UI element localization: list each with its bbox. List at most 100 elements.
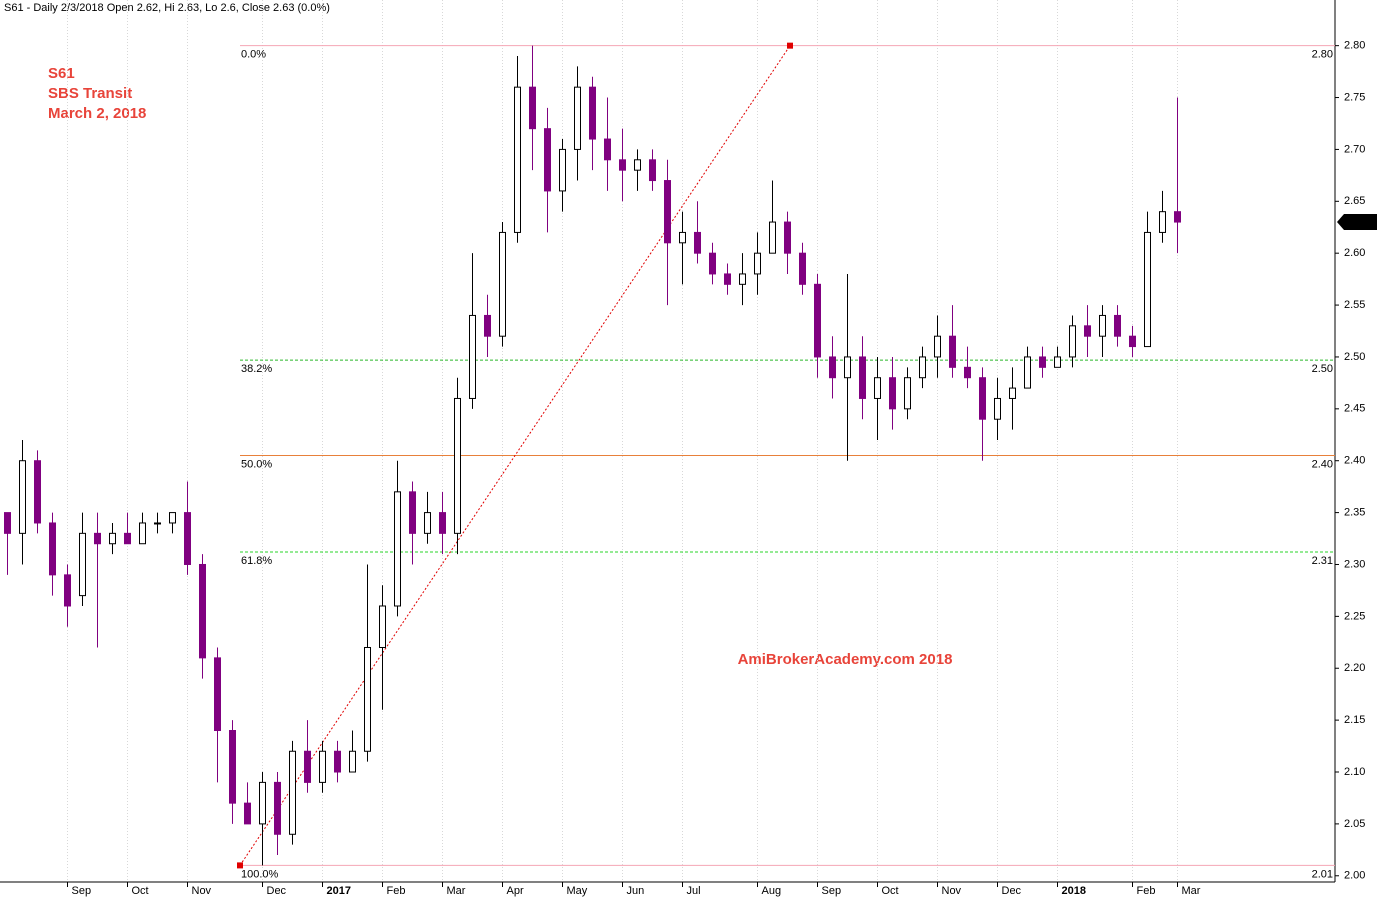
- candle-body: [994, 397, 1001, 420]
- candle-body: [244, 802, 251, 825]
- y-tick-label: 2.25: [1344, 610, 1365, 622]
- candle-body: [934, 335, 941, 358]
- fib-value-label: 2.01: [1312, 868, 1333, 880]
- candle-body: [49, 522, 56, 576]
- y-tick-label: 2.55: [1344, 299, 1365, 311]
- candle-body: [1159, 211, 1166, 233]
- trendline-point: [787, 42, 793, 49]
- x-tick-label: Dec: [267, 885, 287, 897]
- last-price-tag: [1337, 214, 1377, 231]
- candle-body: [574, 86, 581, 150]
- candle-body: [1174, 211, 1181, 223]
- candle-body: [919, 356, 926, 379]
- y-tick-label: 2.10: [1344, 766, 1365, 778]
- candle-body: [19, 460, 26, 534]
- fib-label: 0.0%: [241, 49, 266, 61]
- y-tick-label: 2.00: [1344, 870, 1365, 882]
- candle-body: [79, 532, 86, 597]
- candle-body: [379, 605, 386, 648]
- candle-body: [199, 563, 206, 659]
- x-tick-label: Nov: [192, 885, 212, 897]
- candle-body: [754, 252, 761, 275]
- chart-header: S61 - Daily 2/3/2018 Open 2.62, Hi 2.63,…: [4, 2, 330, 14]
- candle-body: [814, 283, 821, 358]
- x-tick-label: Sep: [72, 885, 92, 897]
- candle-body: [154, 522, 161, 525]
- x-tick-label: Oct: [132, 885, 149, 897]
- candle-body: [904, 377, 911, 410]
- candle-body: [124, 532, 131, 545]
- candle-body: [469, 314, 476, 399]
- candle-body: [4, 512, 11, 534]
- y-tick-label: 2.80: [1344, 40, 1365, 52]
- candle-body: [289, 750, 296, 835]
- candle-body: [1144, 231, 1151, 348]
- x-tick-label: Mar: [1182, 885, 1201, 897]
- candle-body: [364, 646, 371, 752]
- y-tick-label: 2.65: [1344, 195, 1365, 207]
- candle-body: [724, 273, 731, 285]
- x-tick-label: 2018: [1062, 885, 1086, 897]
- candle-body: [559, 148, 566, 192]
- last-price-label: 2.63: [1347, 216, 1368, 228]
- x-tick-label: Mar: [447, 885, 466, 897]
- candle-body: [799, 252, 806, 285]
- candle-body: [859, 356, 866, 399]
- trendline: [239, 45, 791, 866]
- candle-body: [139, 522, 146, 545]
- watermark: AmiBrokerAcademy.com 2018: [738, 651, 953, 668]
- note: S61: [48, 65, 75, 82]
- candle-body: [259, 781, 266, 825]
- x-tick-label: Jul: [687, 885, 701, 897]
- y-tick-label: 2.40: [1344, 455, 1365, 467]
- candle-body: [394, 491, 401, 607]
- candle-body: [1024, 356, 1031, 389]
- x-tick-label: Apr: [507, 885, 524, 897]
- candle-body: [589, 86, 596, 140]
- candle-body: [499, 231, 506, 337]
- trendline-point: [237, 862, 243, 869]
- x-tick-label: Feb: [1137, 885, 1156, 897]
- x-tick-label: Jun: [627, 885, 645, 897]
- candle-body: [319, 750, 326, 783]
- candle-body: [184, 512, 191, 565]
- fib-label: 38.2%: [241, 363, 272, 375]
- candle-body: [514, 86, 521, 233]
- candle-body: [169, 512, 176, 524]
- candle-body: [769, 221, 776, 254]
- note: SBS Transit: [48, 85, 132, 102]
- candle-body: [889, 377, 896, 410]
- candle-body: [679, 231, 686, 244]
- candle-body: [409, 491, 416, 534]
- candle-body: [349, 750, 356, 773]
- y-tick-label: 2.45: [1344, 403, 1365, 415]
- y-tick-label: 2.50: [1344, 351, 1365, 363]
- candle-body: [214, 657, 221, 732]
- candle-body: [604, 138, 611, 161]
- y-tick-label: 2.60: [1344, 247, 1365, 259]
- candle-body: [664, 180, 671, 244]
- fib-value-label: 2.40: [1312, 458, 1333, 470]
- candle-body: [709, 252, 716, 275]
- candle-body: [739, 273, 746, 285]
- candle-body: [439, 512, 446, 534]
- fib-label: 61.8%: [241, 555, 272, 567]
- candle-body: [94, 532, 101, 545]
- candle-body: [334, 750, 341, 773]
- candle-body: [874, 377, 881, 399]
- candle-body: [634, 159, 641, 171]
- y-tick-label: 2.30: [1344, 558, 1365, 570]
- candle-body: [64, 574, 71, 607]
- candle-body: [1114, 314, 1121, 337]
- candle-body: [1039, 356, 1046, 368]
- fib-label: 100.0%: [241, 868, 279, 880]
- candle-body: [619, 159, 626, 171]
- y-tick-label: 2.75: [1344, 91, 1365, 103]
- candle-body: [1129, 335, 1136, 348]
- x-tick-label: Aug: [762, 885, 782, 897]
- y-tick-label: 2.70: [1344, 143, 1365, 155]
- candle-body: [274, 781, 281, 835]
- y-tick-label: 2.35: [1344, 507, 1365, 519]
- candle-body: [1009, 387, 1016, 399]
- candle-body: [979, 377, 986, 420]
